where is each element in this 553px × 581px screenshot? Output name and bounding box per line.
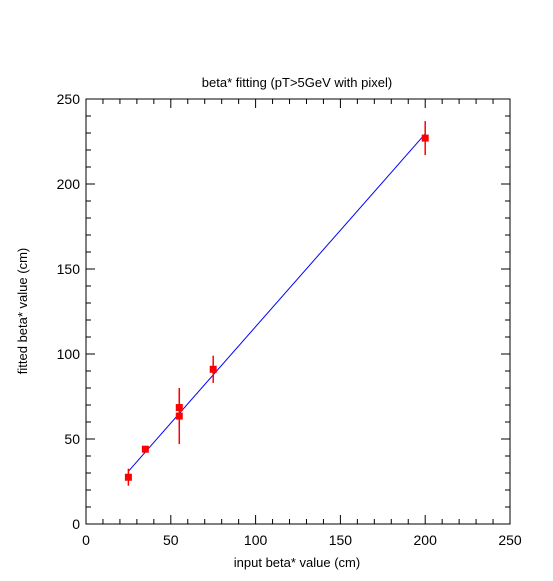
y-tick-label: 100 <box>57 346 81 362</box>
plot-frame <box>85 98 511 525</box>
fit-line-group <box>128 133 426 472</box>
y-tick-label: 200 <box>57 176 81 192</box>
y-tick-label: 0 <box>72 516 80 532</box>
x-tick-label: 100 <box>244 532 268 548</box>
y-tick-label: 250 <box>57 91 81 107</box>
x-tick-label: 250 <box>498 532 522 548</box>
fit-line <box>128 133 426 472</box>
data-point <box>209 365 217 373</box>
data-point <box>421 134 429 142</box>
y-axis-label: fitted beta* value (cm) <box>15 248 30 374</box>
x-axis-label: input beta* value (cm) <box>234 555 360 570</box>
x-tick-label: 50 <box>163 532 179 548</box>
x-tick-label: 0 <box>82 532 90 548</box>
chart-title: beta* fitting (pT>5GeV with pixel) <box>202 75 392 90</box>
y-tick-label: 50 <box>64 431 80 447</box>
data-points <box>124 121 429 486</box>
x-tick-label: 200 <box>414 532 438 548</box>
tick-labels: 0 50 100 150 200 250 0 50 100 150 200 250 <box>57 91 522 548</box>
data-point <box>124 473 132 481</box>
x-tick-label: 150 <box>329 532 353 548</box>
y-tick-label: 150 <box>57 261 81 277</box>
ticks <box>85 98 511 525</box>
data-point <box>141 445 149 453</box>
data-point <box>175 412 183 420</box>
